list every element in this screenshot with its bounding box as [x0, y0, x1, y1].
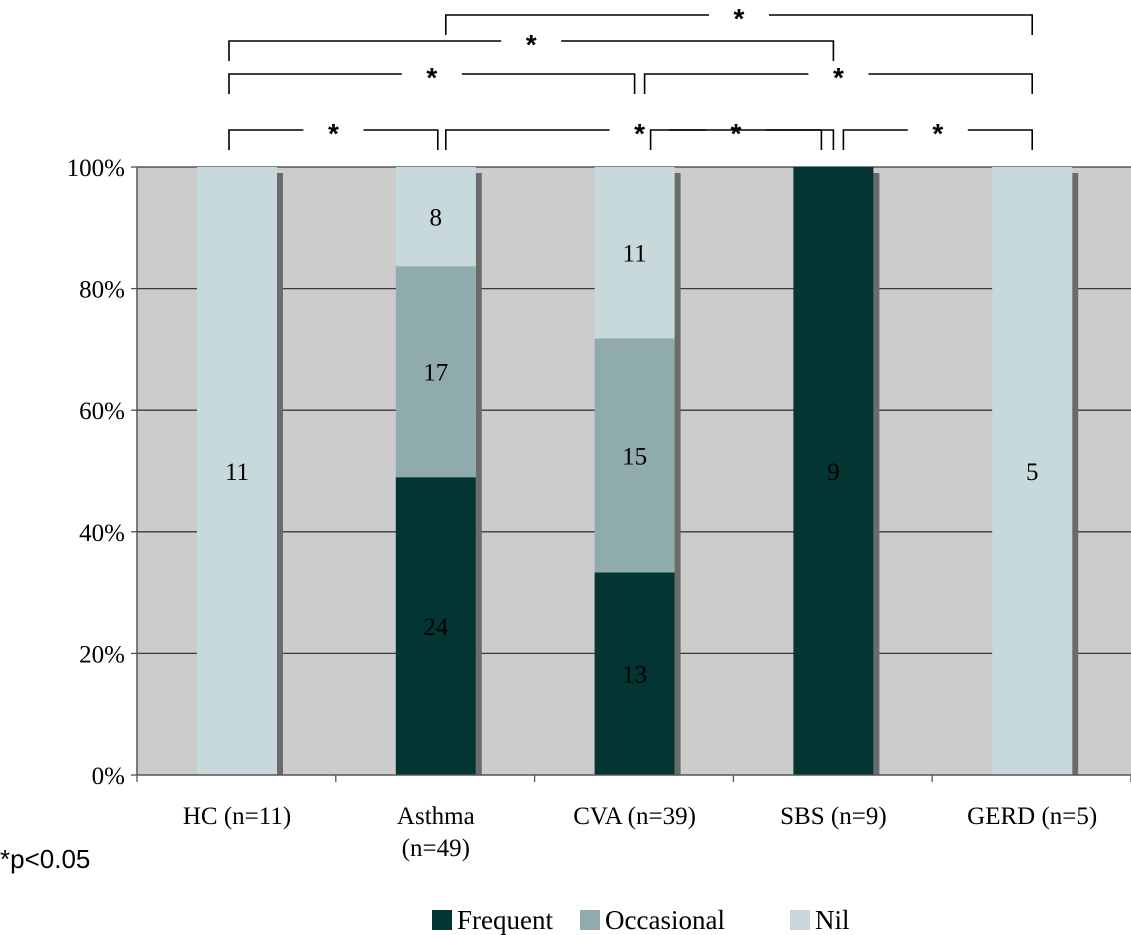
significance-bracket: *: [228, 62, 636, 94]
significance-star: *: [731, 118, 742, 149]
data-label: 24: [423, 614, 449, 641]
data-label: 11: [225, 459, 249, 486]
significance-bracket: *: [842, 118, 1033, 150]
significance-star: *: [932, 118, 943, 149]
legend-label: Occasional: [605, 905, 725, 935]
legend-item-occasional: Occasional: [580, 905, 725, 935]
bar-shadow: [1072, 173, 1079, 775]
legend-swatch: [432, 910, 452, 930]
significance-star: *: [734, 3, 745, 34]
y-tick-label: 20%: [79, 641, 125, 668]
x-tick-label: Asthma: [397, 803, 475, 830]
significance-star: *: [526, 29, 537, 60]
significance-star: *: [634, 118, 645, 149]
bar-segment-nil: [197, 167, 277, 775]
significance-bracket: *: [445, 3, 1033, 35]
x-tick-label: CVA (n=39): [573, 803, 696, 830]
bar-segment-occasional: [395, 266, 476, 478]
significance-star: *: [328, 118, 339, 149]
significance-bracket: *: [643, 62, 1033, 94]
x-tick-labels: HC (n=11) Asthma (n=49) CVA (n=39) SBS (n=9)…: [183, 803, 1097, 862]
data-label: 5: [1026, 459, 1039, 486]
x-tick-label: HC (n=11): [183, 803, 291, 830]
bar-segment-frequent: [594, 572, 675, 775]
significance-bracket: *: [228, 118, 439, 150]
y-tick-label: 60%: [79, 398, 125, 425]
legend-swatch: [790, 910, 810, 930]
bar-segment-frequent: [395, 477, 476, 775]
data-label: 17: [423, 360, 448, 387]
bar-segment-nil: [992, 167, 1073, 775]
axes: [136, 167, 1131, 782]
bars: [197, 167, 1073, 775]
legend-item-nil: Nil: [790, 905, 850, 935]
bar-segment-frequent: [793, 167, 874, 775]
data-labels: 11 24 17 8 13 15 11 9 5: [225, 205, 1038, 689]
significance-star: *: [833, 62, 844, 93]
y-tick-label: 40%: [79, 520, 125, 547]
data-label: 9: [827, 459, 840, 486]
legend-swatch: [580, 910, 600, 930]
bar-segment-occasional: [594, 338, 675, 573]
bar-segment-nil: [594, 167, 675, 339]
x-tick-label: SBS (n=9): [780, 803, 886, 830]
footnote: *p<0.05: [0, 844, 90, 874]
data-label: 15: [622, 443, 647, 470]
bar-shadow: [277, 173, 283, 775]
bar-shadow: [873, 173, 880, 775]
y-tick-label: 80%: [79, 277, 125, 304]
data-label: 13: [622, 662, 647, 689]
y-tick-label: 0%: [92, 763, 125, 790]
legend-label: Nil: [815, 905, 850, 935]
y-tick-label: 100%: [67, 155, 125, 182]
significance-bracket: *: [228, 29, 835, 61]
bar-shadow: [475, 173, 482, 775]
data-label: 11: [623, 241, 647, 268]
legend-item-frequent: Frequent: [432, 905, 553, 935]
significance-bracket: *: [445, 118, 835, 150]
x-tick-label: GERD (n=5): [967, 803, 1097, 830]
legend: Frequent Occasional Nil: [432, 905, 850, 935]
legend-label: Frequent: [457, 905, 553, 935]
y-tick-labels: 0% 20% 40% 60% 80% 100%: [67, 155, 137, 790]
bar-shadows: [277, 173, 1079, 775]
bar-segment-nil: [395, 167, 476, 267]
significance-bracket: *: [649, 118, 823, 150]
x-tick-label: (n=49): [402, 835, 470, 862]
significance-star: *: [426, 62, 437, 93]
bar-shadow: [674, 173, 681, 775]
significance-brackets: * * * * * * * *: [228, 3, 1033, 150]
data-label: 8: [430, 205, 443, 232]
